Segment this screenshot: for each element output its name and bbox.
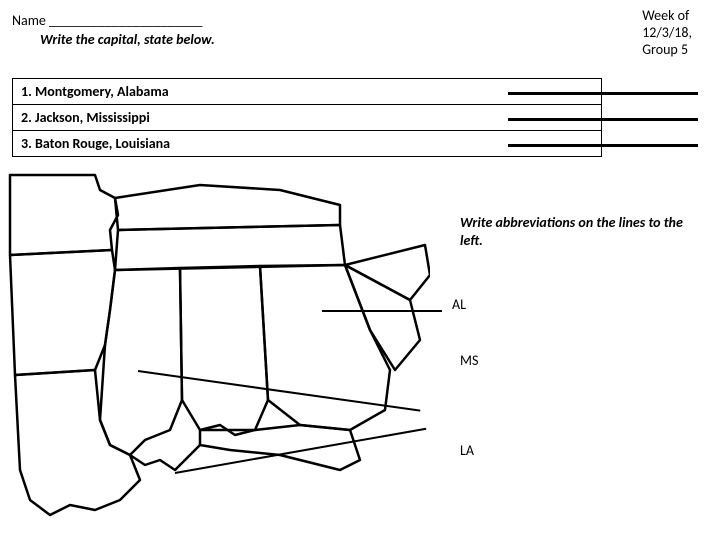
instruction-top: Write the capital, state below. — [40, 31, 215, 48]
ms-label: MS — [460, 352, 478, 369]
name-field-label: Name ______________________ — [12, 12, 215, 29]
al-label: AL — [452, 296, 466, 313]
table-row: 1. Montgomery, Alabama — [12, 78, 602, 104]
la-label: LA — [460, 442, 474, 459]
row-underline-1 — [508, 92, 698, 95]
header-left: Name ______________________ Write the ca… — [12, 12, 215, 48]
row-underline-3 — [508, 144, 698, 147]
header-right: Week of 12/3/18, Group 5 — [642, 8, 692, 58]
row-underline-2 — [508, 118, 698, 121]
map-outline — [0, 170, 430, 540]
al-line — [322, 310, 442, 312]
table-row: 2. Jackson, Mississippi — [12, 104, 602, 130]
week-line-1: Week of — [642, 8, 692, 25]
week-line-3: Group 5 — [642, 42, 692, 59]
instruction-right: Write abbreviations on the lines to the … — [460, 214, 700, 250]
week-line-2: 12/3/18, — [642, 25, 692, 42]
